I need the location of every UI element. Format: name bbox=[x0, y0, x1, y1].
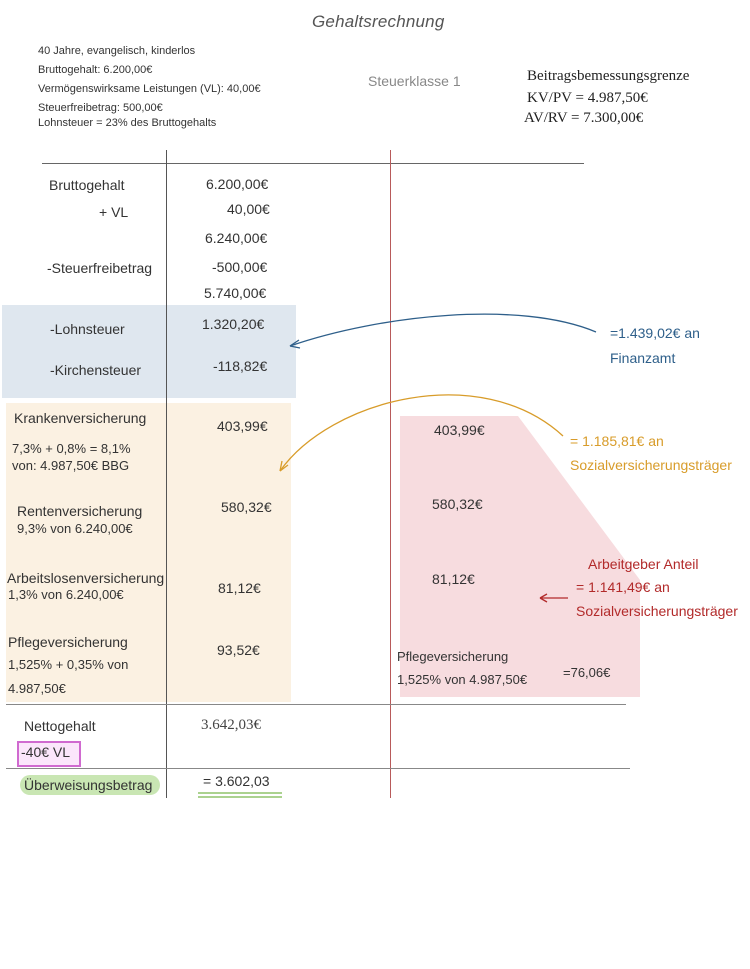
employer-kv-value: 403,99€ bbox=[434, 422, 485, 438]
av-label: Arbeitslosenversicherung bbox=[7, 570, 165, 586]
finanzamt-amount: =1.439,02€ an bbox=[610, 325, 700, 341]
vl-line bbox=[6, 768, 630, 769]
vl-deduction: -40€ VL bbox=[21, 744, 71, 760]
netto-label: Nettogehalt bbox=[24, 718, 96, 734]
bbg-kv-pv: KV/PV = 4.987,50€ bbox=[527, 90, 648, 106]
kv-detail-rate: 7,3% + 0,8% = 8,1% bbox=[12, 441, 131, 456]
sv-arrowhead bbox=[279, 460, 289, 472]
employer-share-title: Arbeitgeber Anteil bbox=[588, 556, 699, 572]
lohnsteuer-value: 1.320,20€ bbox=[202, 316, 265, 332]
vl-label: + VL bbox=[99, 204, 129, 220]
pv-detail-base: 4.987,50€ bbox=[8, 681, 66, 696]
bbg-title: Beitragsbemessungsgrenze bbox=[527, 68, 690, 84]
sum2-value: 5.740,00€ bbox=[204, 285, 267, 301]
page-title: Gehaltsrechnung bbox=[312, 12, 445, 31]
rv-detail: 9,3% von 6.240,00€ bbox=[17, 521, 133, 536]
pv-detail-rate: 1,525% + 0,35% von bbox=[8, 657, 129, 672]
info-brutto: Bruttogehalt: 6.200,00€ bbox=[38, 64, 153, 76]
rv-value: 580,32€ bbox=[221, 499, 272, 515]
finanzamt-arrowhead bbox=[289, 339, 301, 349]
vl-deduction-box bbox=[17, 741, 81, 767]
brutto-value: 6.200,00€ bbox=[206, 176, 269, 192]
table-right-divider bbox=[390, 150, 391, 798]
kv-detail-base: von: 4.987,50€ BBG bbox=[12, 458, 130, 473]
bbg-av-rv: AV/RV = 7.300,00€ bbox=[524, 110, 644, 126]
transfer-highlight bbox=[20, 775, 160, 795]
rv-label: Rentenversicherung bbox=[17, 503, 143, 519]
freibetrag-value: -500,00€ bbox=[212, 259, 268, 275]
finanzamt-arrow bbox=[289, 313, 597, 347]
vl-value: 40,00€ bbox=[227, 201, 270, 217]
info-age: 40 Jahre, evangelisch, kinderlos bbox=[38, 45, 196, 57]
netto-line bbox=[6, 704, 626, 705]
sv-recipient: Sozialversicherungsträger bbox=[570, 457, 732, 473]
table-top-line bbox=[42, 163, 584, 164]
av-detail: 1,3% von 6.240,00€ bbox=[8, 587, 124, 602]
info-freibetrag: Steuerfreibetrag: 500,00€ bbox=[38, 102, 163, 114]
tax-class: Steuerklasse 1 bbox=[368, 73, 461, 89]
transfer-value: = 3.602,03 bbox=[203, 773, 270, 789]
tax-highlight-box bbox=[2, 305, 296, 398]
pv-value: 93,52€ bbox=[217, 642, 260, 658]
employer-pv-label: Pflegeversicherung bbox=[397, 649, 509, 664]
sv-arrow bbox=[279, 394, 564, 472]
freibetrag-label: -Steuerfreibetrag bbox=[47, 260, 153, 276]
employer-share-recipient: Sozialversicherungsträger bbox=[576, 603, 738, 619]
pv-label: Pflegeversicherung bbox=[8, 634, 128, 650]
employer-pv-value: =76,06€ bbox=[563, 665, 611, 680]
employer-pv-detail: 1,525% von 4.987,50€ bbox=[397, 672, 528, 687]
employer-av-value: 81,12€ bbox=[432, 571, 475, 587]
sv-amount: = 1.185,81€ an bbox=[570, 433, 664, 449]
info-lohnsteuer: Lohnsteuer = 23% des Bruttogehalts bbox=[38, 117, 217, 129]
finanzamt-recipient: Finanzamt bbox=[610, 350, 676, 366]
kv-value: 403,99€ bbox=[217, 418, 268, 434]
sum1-value: 6.240,00€ bbox=[205, 230, 268, 246]
employer-rv-value: 580,32€ bbox=[432, 496, 483, 512]
kv-label: Krankenversicherung bbox=[14, 410, 147, 426]
table-left-divider bbox=[166, 150, 167, 798]
employer-arrowhead bbox=[539, 593, 548, 603]
employer-share-amount: = 1.141,49€ an bbox=[576, 579, 670, 595]
av-value: 81,12€ bbox=[218, 580, 261, 596]
transfer-label: Überweisungsbetrag bbox=[24, 777, 153, 793]
lohnsteuer-label: -Lohnsteuer bbox=[50, 321, 125, 337]
netto-value: 3.642,03€ bbox=[201, 717, 261, 733]
kirchensteuer-value: -118,82€ bbox=[213, 358, 268, 374]
insurance-highlight-box bbox=[6, 403, 291, 702]
info-vl: Vermögenswirksame Leistungen (VL): 40,00… bbox=[38, 83, 261, 95]
brutto-label: Bruttogehalt bbox=[49, 177, 125, 193]
kirchensteuer-label: -Kirchensteuer bbox=[50, 362, 142, 378]
